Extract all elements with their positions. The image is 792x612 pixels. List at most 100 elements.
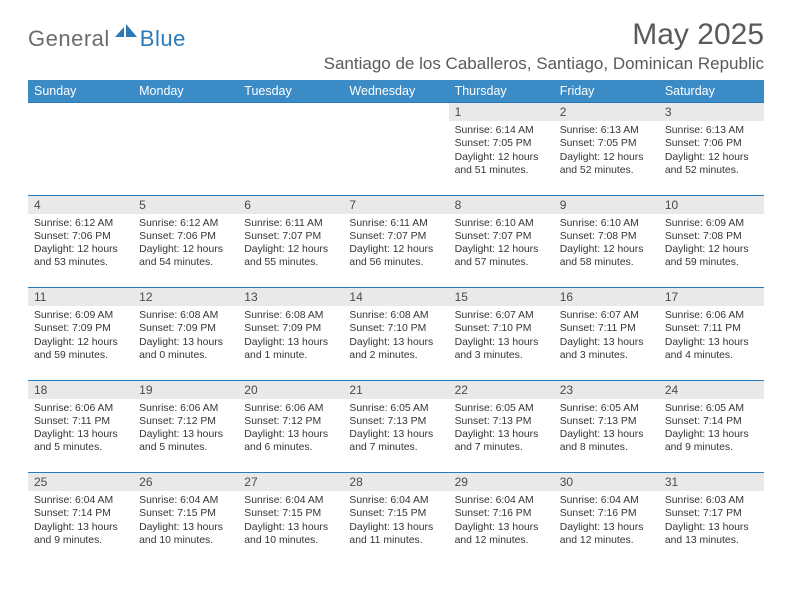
sunset-text: Sunset: 7:12 PM <box>244 415 339 428</box>
day-number-cell: 28 <box>343 473 448 492</box>
day1-text: Daylight: 13 hours <box>244 521 339 534</box>
sunset-text: Sunset: 7:09 PM <box>244 322 339 335</box>
day1-text: Daylight: 13 hours <box>665 428 760 441</box>
weekday-header: Sunday <box>28 80 133 103</box>
day-content-cell: Sunrise: 6:04 AMSunset: 7:16 PMDaylight:… <box>449 491 554 565</box>
day1-text: Daylight: 12 hours <box>455 151 550 164</box>
weekday-header: Wednesday <box>343 80 448 103</box>
day-content-cell: Sunrise: 6:04 AMSunset: 7:15 PMDaylight:… <box>238 491 343 565</box>
day-content-cell: Sunrise: 6:12 AMSunset: 7:06 PMDaylight:… <box>28 214 133 288</box>
day2-text: and 11 minutes. <box>349 534 444 547</box>
day-number-cell: 3 <box>659 103 764 122</box>
sunset-text: Sunset: 7:15 PM <box>244 507 339 520</box>
day2-text: and 52 minutes. <box>665 164 760 177</box>
day-number-cell: 14 <box>343 288 448 307</box>
sunrise-text: Sunrise: 6:12 AM <box>139 217 234 230</box>
sunset-text: Sunset: 7:09 PM <box>34 322 129 335</box>
day-number-cell: 9 <box>554 195 659 214</box>
sunset-text: Sunset: 7:06 PM <box>665 137 760 150</box>
day1-text: Daylight: 13 hours <box>560 336 655 349</box>
sunset-text: Sunset: 7:16 PM <box>560 507 655 520</box>
sunrise-text: Sunrise: 6:10 AM <box>560 217 655 230</box>
sunset-text: Sunset: 7:15 PM <box>349 507 444 520</box>
sunrise-text: Sunrise: 6:05 AM <box>349 402 444 415</box>
brand-part1: General <box>28 26 110 52</box>
day-content-row: Sunrise: 6:12 AM Sunset: 7:06 PM Daylight:… <box>28 214 764 288</box>
day2-text: and 58 minutes. <box>560 256 655 269</box>
day1-text: Daylight: 13 hours <box>349 521 444 534</box>
day2-text: and 5 minutes. <box>139 441 234 454</box>
day2-text: and 13 minutes. <box>665 534 760 547</box>
day1-text: Daylight: 12 hours <box>665 151 760 164</box>
sunset-text: Sunset: 7:16 PM <box>455 507 550 520</box>
sunset-text: Sunset: 7:09 PM <box>139 322 234 335</box>
day-number-cell: 15 <box>449 288 554 307</box>
day-content-cell <box>238 121 343 195</box>
day1-text: Daylight: 13 hours <box>455 336 550 349</box>
brand-logo: General Blue <box>28 24 186 53</box>
sunset-text: Sunset: 7:14 PM <box>34 507 129 520</box>
day1-text: Daylight: 13 hours <box>244 336 339 349</box>
day2-text: and 4 minutes. <box>665 349 760 362</box>
day-number-row: 18192021222324 <box>28 380 764 399</box>
day2-text: and 12 minutes. <box>560 534 655 547</box>
weekday-header: Monday <box>133 80 238 103</box>
month-title: May 2025 <box>324 18 764 52</box>
day-content-cell: Sunrise: 6:05 AMSunset: 7:13 PMDaylight:… <box>449 399 554 473</box>
day1-text: Daylight: 12 hours <box>34 336 129 349</box>
day-number-row: 11121314151617 <box>28 288 764 307</box>
day-number-cell: 12 <box>133 288 238 307</box>
day-number-cell <box>343 103 448 122</box>
day-content-cell: Sunrise: 6:08 AMSunset: 7:09 PMDaylight:… <box>238 306 343 380</box>
day2-text: and 54 minutes. <box>139 256 234 269</box>
day-content-cell: Sunrise: 6:05 AMSunset: 7:14 PMDaylight:… <box>659 399 764 473</box>
day-content-cell: Sunrise: 6:13 AMSunset: 7:05 PMDaylight:… <box>554 121 659 195</box>
sunrise-text: Sunrise: 6:06 AM <box>244 402 339 415</box>
day-content-cell: Sunrise: 6:08 AMSunset: 7:09 PMDaylight:… <box>133 306 238 380</box>
day1-text: Daylight: 12 hours <box>560 151 655 164</box>
sunset-text: Sunset: 7:07 PM <box>244 230 339 243</box>
location-subtitle: Santiago de los Caballeros, Santiago, Do… <box>324 54 764 74</box>
sunset-text: Sunset: 7:06 PM <box>34 230 129 243</box>
day1-text: Daylight: 13 hours <box>560 428 655 441</box>
sunset-text: Sunset: 7:05 PM <box>560 137 655 150</box>
day2-text: and 2 minutes. <box>349 349 444 362</box>
day2-text: and 59 minutes. <box>665 256 760 269</box>
day-number-cell: 24 <box>659 380 764 399</box>
day2-text: and 5 minutes. <box>34 441 129 454</box>
day-content-cell: Sunrise: 6:04 AMSunset: 7:15 PMDaylight:… <box>133 491 238 565</box>
day1-text: Daylight: 12 hours <box>560 243 655 256</box>
sunset-text: Sunset: 7:11 PM <box>665 322 760 335</box>
day1-text: Daylight: 13 hours <box>560 521 655 534</box>
weekday-header: Tuesday <box>238 80 343 103</box>
sunset-text: Sunset: 7:13 PM <box>349 415 444 428</box>
sunrise-text: Sunrise: 6:05 AM <box>560 402 655 415</box>
day1-text: Daylight: 13 hours <box>349 336 444 349</box>
day-content-row: Sunrise: 6:09 AMSunset: 7:09 PMDaylight:… <box>28 306 764 380</box>
day-content-cell: Sunrise: 6:13 AMSunset: 7:06 PMDaylight:… <box>659 121 764 195</box>
day1-text: Daylight: 13 hours <box>665 336 760 349</box>
day-number-cell <box>28 103 133 122</box>
day-number-cell: 22 <box>449 380 554 399</box>
sunset-text: Sunset: 7:08 PM <box>665 230 760 243</box>
day2-text: and 55 minutes. <box>244 256 339 269</box>
day2-text: and 1 minute. <box>244 349 339 362</box>
calendar-table: Sunday Monday Tuesday Wednesday Thursday… <box>28 80 764 565</box>
day1-text: Daylight: 13 hours <box>34 428 129 441</box>
day-number-cell: 19 <box>133 380 238 399</box>
day-content-cell <box>28 121 133 195</box>
day-number-row: 123 <box>28 103 764 122</box>
day2-text: and 7 minutes. <box>349 441 444 454</box>
sunrise-text: Sunrise: 6:04 AM <box>139 494 234 507</box>
day-number-cell: 7 <box>343 195 448 214</box>
day1-text: Daylight: 13 hours <box>455 521 550 534</box>
day-content-cell: Sunrise: 6:04 AMSunset: 7:16 PMDaylight:… <box>554 491 659 565</box>
day2-text: and 3 minutes. <box>455 349 550 362</box>
day-number-cell: 8 <box>449 195 554 214</box>
day-content-cell: Sunrise: 6:06 AMSunset: 7:12 PMDaylight:… <box>238 399 343 473</box>
sunrise-text: Sunrise: 6:07 AM <box>560 309 655 322</box>
day-number-cell: 1 <box>449 103 554 122</box>
sunrise-text: Sunrise: 6:06 AM <box>139 402 234 415</box>
day2-text: and 6 minutes. <box>244 441 339 454</box>
sunset-text: Sunset: 7:11 PM <box>560 322 655 335</box>
